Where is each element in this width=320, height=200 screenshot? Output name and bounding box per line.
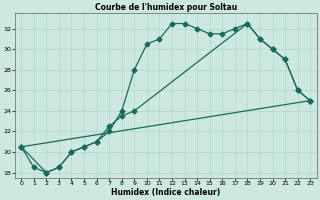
Title: Courbe de l'humidex pour Soltau: Courbe de l'humidex pour Soltau	[95, 3, 237, 12]
X-axis label: Humidex (Indice chaleur): Humidex (Indice chaleur)	[111, 188, 220, 197]
